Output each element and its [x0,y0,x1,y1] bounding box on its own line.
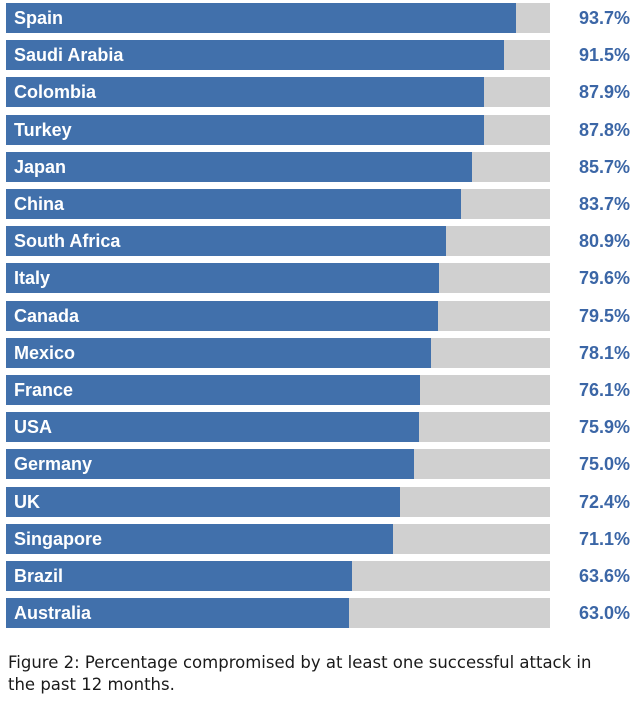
bar-track [6,486,550,517]
category-label: Germany [14,454,93,475]
figure-caption: Figure 2: Percentage compromised by at l… [8,653,592,694]
bar-row: Australia 63.0% [6,598,640,629]
value-label: 93.7% [578,8,630,28]
bar-row: South Africa 80.9% [6,226,640,257]
bar [6,226,447,257]
category-label: Canada [14,305,80,326]
bar-track [6,598,550,629]
category-label: Spain [14,8,64,28]
bar-track [6,226,550,257]
value-label: 83.7% [578,194,630,214]
category-label: USA [14,417,53,438]
category-label: Colombia [14,82,97,103]
bar-row: Saudi Arabia 91.5% [6,40,640,71]
bar [6,486,400,517]
bar [6,375,420,405]
bar [6,337,431,368]
bar-row: France 76.1% [6,375,640,405]
value-label: 71.1% [578,528,630,549]
category-label: Japan [14,156,67,177]
bar-track [6,151,550,182]
value-label: 87.8% [578,119,630,140]
category-label: Singapore [14,528,103,549]
bar-track [6,40,550,71]
bar [6,40,504,71]
bar-row: Spain 93.7% [6,3,640,33]
bar-track [6,114,550,145]
bar [6,523,393,554]
value-label: 85.7% [578,156,630,177]
value-label: 72.4% [578,491,630,512]
value-label: 87.9% [578,82,630,103]
bar-track [6,375,550,405]
bar-row: Japan 85.7% [6,151,640,182]
bar-row: Colombia 87.9% [6,77,640,108]
bar-chart: Spain 93.7% Saudi Arabia 91.5% Colombia 87.9%… [6,3,640,629]
bar [6,77,485,108]
category-label: Brazil [14,566,64,586]
bar-track [6,523,550,554]
bar [6,263,440,294]
bar-track [6,561,550,591]
bar [6,300,439,331]
category-label: UK [14,491,40,512]
bar-track [6,77,550,108]
value-label: 78.1% [578,342,630,363]
value-label: 91.5% [578,45,630,66]
bar-row: Canada 79.5% [6,300,640,331]
category-label: Australia [14,603,92,624]
category-label: Saudi Arabia [14,45,124,66]
value-label: 79.6% [578,268,630,289]
category-label: France [14,380,74,400]
bar-track [6,263,550,294]
bar [6,151,473,182]
bar-row: Germany 75.0% [6,449,640,480]
bar [6,3,516,33]
bar-row: UK 72.4% [6,486,640,517]
bar-row: Brazil 63.6% [6,561,640,591]
bar-track [6,337,550,368]
category-label: South Africa [14,231,121,252]
bar-row: USA 75.9% [6,412,640,443]
bar-track [6,412,550,443]
category-label: Mexico [14,342,76,363]
category-label: Italy [14,268,51,289]
value-label: 75.9% [578,417,630,438]
bar [6,561,352,591]
category-label: China [14,194,65,214]
value-label: 76.1% [578,380,630,400]
value-label: 63.6% [578,566,630,586]
bar-track [6,300,550,331]
bar-row: Mexico 78.1% [6,337,640,368]
bar-row: Italy 79.6% [6,263,640,294]
bar-track [6,449,550,480]
bar [6,189,462,219]
value-label: 75.0% [578,454,630,475]
bar [6,114,484,145]
bar [6,449,414,480]
category-label: Turkey [14,119,72,140]
value-label: 80.9% [578,231,630,252]
bar [6,598,349,629]
bar-row: China 83.7% [6,189,640,219]
bar-row: Singapore 71.1% [6,523,640,554]
value-label: 63.0% [578,603,630,624]
value-label: 79.5% [578,305,630,326]
bar [6,412,419,443]
bar-track [6,3,550,33]
bar-row: Turkey 87.8% [6,114,640,145]
bar-track [6,189,550,219]
